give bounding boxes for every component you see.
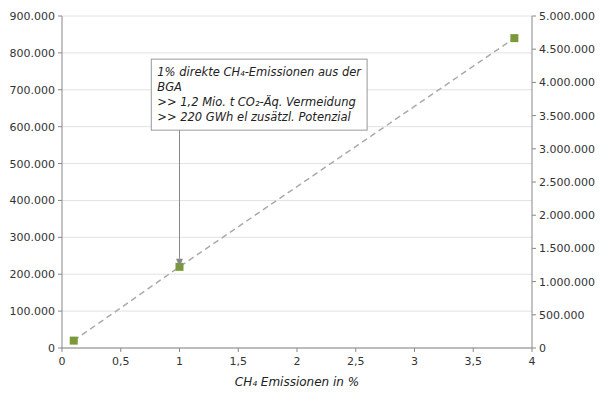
- y2-tick: [532, 82, 536, 83]
- y-tick: [58, 16, 62, 17]
- axes: 00,511,522,533,540100.000200.000300.0004…: [10, 10, 595, 368]
- x-tick: [414, 348, 415, 352]
- grid-line: [62, 52, 532, 53]
- grid-line: [62, 311, 532, 312]
- y-tick: [58, 311, 62, 312]
- y-axis-line: [62, 16, 63, 348]
- y2-tick-label: 4.500.000: [539, 43, 595, 56]
- y-tick: [58, 89, 62, 90]
- point: [510, 34, 518, 42]
- annotation-text: 1% direkte CH₄-Emissionen aus der: [157, 65, 362, 79]
- grid-line: [62, 200, 532, 201]
- annotation: 1% direkte CH₄-Emissionen aus derBGA>> 1…: [151, 59, 367, 267]
- y-tick-label: 100.000: [10, 305, 56, 318]
- annotation-arrowhead: [176, 259, 183, 267]
- annotation-text: BGA: [157, 80, 182, 94]
- y-tick-label: 700.000: [10, 84, 56, 97]
- x-tick: [62, 348, 63, 352]
- x-tick-label: 1,5: [230, 355, 248, 368]
- y2-tick-label: 3.000.000: [539, 143, 595, 156]
- y-tick-label: 400.000: [10, 194, 56, 207]
- y2-tick-label: 4.000.000: [539, 76, 595, 89]
- y-tick: [58, 126, 62, 127]
- x-tick: [297, 348, 298, 352]
- point: [70, 337, 78, 345]
- y2-tick-label: 1.500.000: [539, 242, 595, 255]
- chart: 00,511,522,533,540100.000200.000300.0004…: [0, 0, 600, 400]
- y2-tick: [532, 215, 536, 216]
- y-tick-label: 500.000: [10, 158, 56, 171]
- y2-tick: [532, 49, 536, 50]
- grid-line: [62, 274, 532, 275]
- x-tick-label: 2,5: [347, 355, 365, 368]
- y-tick-label: 600.000: [10, 121, 56, 134]
- x-tick: [355, 348, 356, 352]
- plot-area: [70, 34, 519, 344]
- y-tick: [58, 274, 62, 275]
- x-tick-label: 3,5: [465, 355, 483, 368]
- x-tick-label: 1: [176, 355, 183, 368]
- y2-tick: [532, 182, 536, 183]
- y-tick-label: 300.000: [10, 231, 56, 244]
- x-tick-label: 3: [411, 355, 418, 368]
- y2-tick: [532, 115, 536, 116]
- annotation-text: >> 220 GWh el zusätzl. Potenzial: [157, 110, 351, 124]
- y2-tick-label: 5.000.000: [539, 10, 595, 23]
- x-tick-label: 4: [529, 355, 536, 368]
- annotation-arrow: [179, 130, 180, 259]
- y2-tick-label: 0: [539, 342, 546, 355]
- y2-tick-label: 2.000.000: [539, 209, 595, 222]
- x-tick-label: 0,5: [112, 355, 130, 368]
- y2-tick: [532, 16, 536, 17]
- y2-tick: [532, 248, 536, 249]
- y-tick-label: 800.000: [10, 47, 56, 60]
- y-tick-label: 900.000: [10, 10, 56, 23]
- annotation-text: >> 1,2 Mio. t CO₂-Äq. Vermeidung: [157, 94, 355, 109]
- x-axis-label: CH₄ Emissionen in %: [235, 375, 359, 389]
- x-tick: [179, 348, 180, 352]
- y-tick: [58, 200, 62, 201]
- y2-tick-label: 500.000: [539, 309, 585, 322]
- y2-tick: [532, 348, 536, 349]
- grid-line: [62, 16, 532, 17]
- x-tick: [238, 348, 239, 352]
- y2-tick: [532, 314, 536, 315]
- x-tick-label: 2: [294, 355, 301, 368]
- x-tick-label: 0: [59, 355, 66, 368]
- y-tick-label: 200.000: [10, 268, 56, 281]
- y-tick-label: 0: [48, 342, 55, 355]
- series-line: [74, 38, 515, 340]
- y-tick: [58, 163, 62, 164]
- grid: [62, 16, 532, 348]
- y2-tick: [532, 148, 536, 149]
- annotation-box: [151, 59, 367, 130]
- x-tick: [473, 348, 474, 352]
- x-tick: [120, 348, 121, 352]
- y2-tick-label: 1.000.000: [539, 276, 595, 289]
- x-tick: [532, 348, 533, 352]
- y-tick: [58, 52, 62, 53]
- y2-tick: [532, 281, 536, 282]
- y-tick: [58, 237, 62, 238]
- grid-line: [62, 163, 532, 164]
- y-tick: [58, 348, 62, 349]
- y2-tick-label: 2.500.000: [539, 176, 595, 189]
- y2-tick-label: 3.500.000: [539, 110, 595, 123]
- grid-line: [62, 237, 532, 238]
